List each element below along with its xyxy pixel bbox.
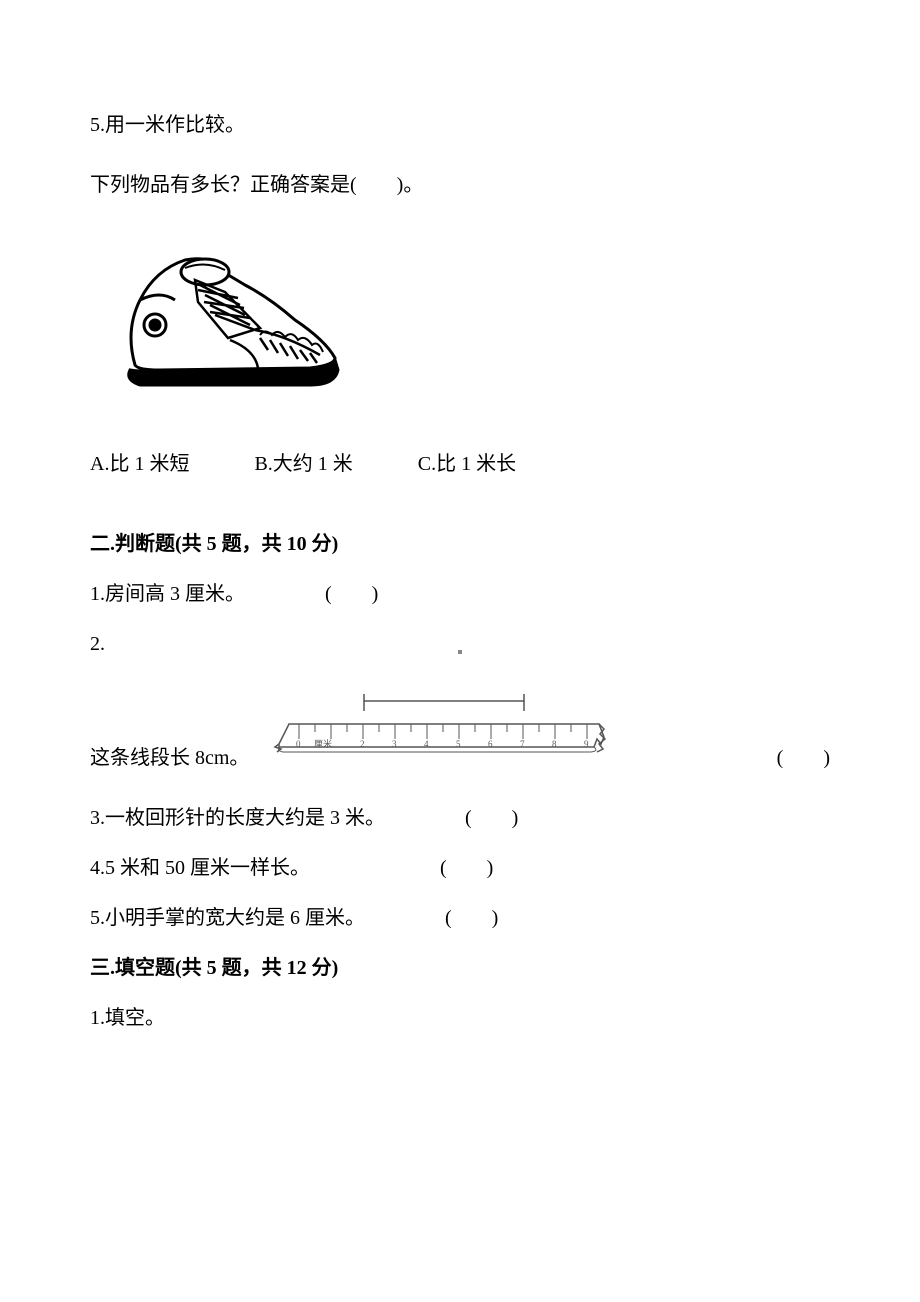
judge-2-number: 2. [90,629,830,659]
svg-text:6: 6 [488,739,493,749]
judge-item-1: 1.房间高 3 厘米。 ( ) [90,579,830,609]
question-5-title: 5.用一米作比较。 [90,110,830,140]
section-2-header: 二.判断题(共 5 题，共 10 分) [90,529,830,559]
judge-1-paren: ( ) [325,579,378,609]
decorative-dot [458,650,462,654]
svg-text:厘米: 厘米 [314,738,332,749]
section-3-header: 三.填空题(共 5 题，共 12 分) [90,953,830,983]
judge-3-text: 3.一枚回形针的长度大约是 3 米。 [90,803,385,833]
option-a: A.比 1 米短 [90,449,189,479]
svg-text:8: 8 [552,739,557,749]
judge-2-paren: ( ) [777,743,830,773]
svg-text:3: 3 [392,739,397,749]
judge-4-text: 4.5 米和 50 厘米一样长。 [90,853,310,883]
judge-item-5: 5.小明手掌的宽大约是 6 厘米。 ( ) [90,903,830,933]
q5-sub-question: 下列物品有多长？正确答案是( )。 [90,170,830,200]
judge-5-text: 5.小明手掌的宽大约是 6 厘米。 [90,903,365,933]
option-c: C.比 1 米长 [418,449,516,479]
fill-item-1: 1.填空。 [90,1003,830,1033]
judge-item-4: 4.5 米和 50 厘米一样长。 ( ) [90,853,830,883]
q5-options: A.比 1 米短 B.大约 1 米 C.比 1 米长 [90,449,830,479]
svg-text:9: 9 [584,739,589,749]
judge-3-paren: ( ) [465,803,518,833]
q5-title-text: 用一米作比较。 [105,114,245,136]
svg-text:5: 5 [456,739,461,749]
fill-1-text: 1.填空。 [90,1003,165,1033]
q5-number: 5. [90,114,105,136]
judge-2-text: 这条线段长 8cm。 [90,743,249,773]
judge-5-paren: ( ) [445,903,498,933]
option-b: B.大约 1 米 [254,449,352,479]
ruler-icon: 0 厘米 2 3 4 5 6 7 8 9 [269,689,609,764]
svg-text:7: 7 [520,739,525,749]
judge-item-3: 3.一枚回形针的长度大约是 3 米。 ( ) [90,803,830,833]
shoe-icon [110,230,350,400]
svg-text:2: 2 [360,739,365,749]
shoe-image-container [110,230,830,409]
judge-4-paren: ( ) [440,853,493,883]
svg-text:4: 4 [424,739,429,749]
ruler-image-container: 0 厘米 2 3 4 5 6 7 8 9 [269,689,609,773]
judge-1-text: 1.房间高 3 厘米。 [90,579,245,609]
svg-text:0: 0 [296,739,301,749]
